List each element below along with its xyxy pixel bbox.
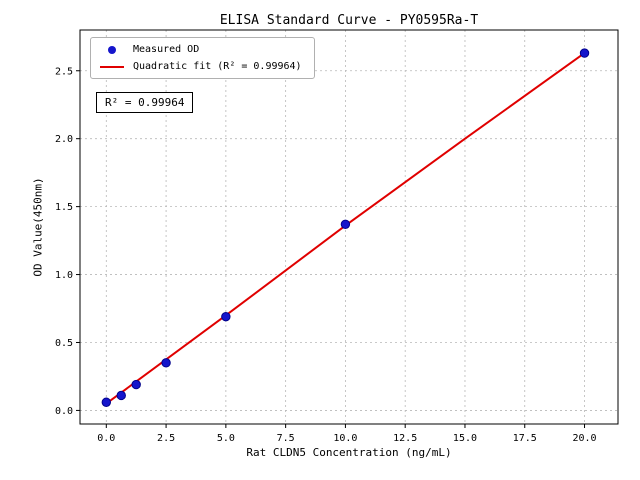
r-squared-annotation: R² = 0.99964 bbox=[96, 92, 194, 113]
svg-text:10.0: 10.0 bbox=[333, 433, 357, 444]
svg-text:0.0: 0.0 bbox=[55, 406, 73, 417]
line-marker-icon bbox=[99, 65, 125, 68]
svg-text:12.5: 12.5 bbox=[393, 433, 417, 444]
svg-text:2.5: 2.5 bbox=[55, 66, 73, 77]
svg-text:0.5: 0.5 bbox=[55, 338, 73, 349]
svg-text:1.0: 1.0 bbox=[55, 270, 73, 281]
scatter-marker-icon bbox=[99, 45, 125, 54]
legend-entry-measured-od: Measured OD bbox=[99, 44, 302, 55]
svg-text:20.0: 20.0 bbox=[572, 433, 596, 444]
svg-text:0.0: 0.0 bbox=[97, 433, 115, 444]
legend: Measured OD Quadratic fit (R² = 0.99964) bbox=[90, 37, 315, 79]
legend-entry-quadratic-fit: Quadratic fit (R² = 0.99964) bbox=[99, 61, 302, 72]
svg-text:2.5: 2.5 bbox=[157, 433, 175, 444]
legend-label: Quadratic fit (R² = 0.99964) bbox=[133, 61, 302, 72]
legend-label: Measured OD bbox=[133, 44, 200, 55]
svg-text:2.0: 2.0 bbox=[55, 134, 73, 145]
svg-text:17.5: 17.5 bbox=[513, 433, 537, 444]
y-axis-label: OD Value(450nm) bbox=[31, 177, 45, 277]
svg-text:1.5: 1.5 bbox=[55, 202, 73, 213]
chart-title: ELISA Standard Curve - PY0595Ra-T bbox=[219, 13, 479, 28]
svg-text:15.0: 15.0 bbox=[453, 433, 477, 444]
svg-text:5.0: 5.0 bbox=[217, 433, 235, 444]
blue-dot-icon bbox=[108, 45, 116, 54]
svg-text:7.5: 7.5 bbox=[277, 433, 295, 444]
x-axis-label: Rat CLDN5 Concentration (ng/mL) bbox=[246, 446, 452, 459]
red-line-icon bbox=[100, 65, 124, 68]
